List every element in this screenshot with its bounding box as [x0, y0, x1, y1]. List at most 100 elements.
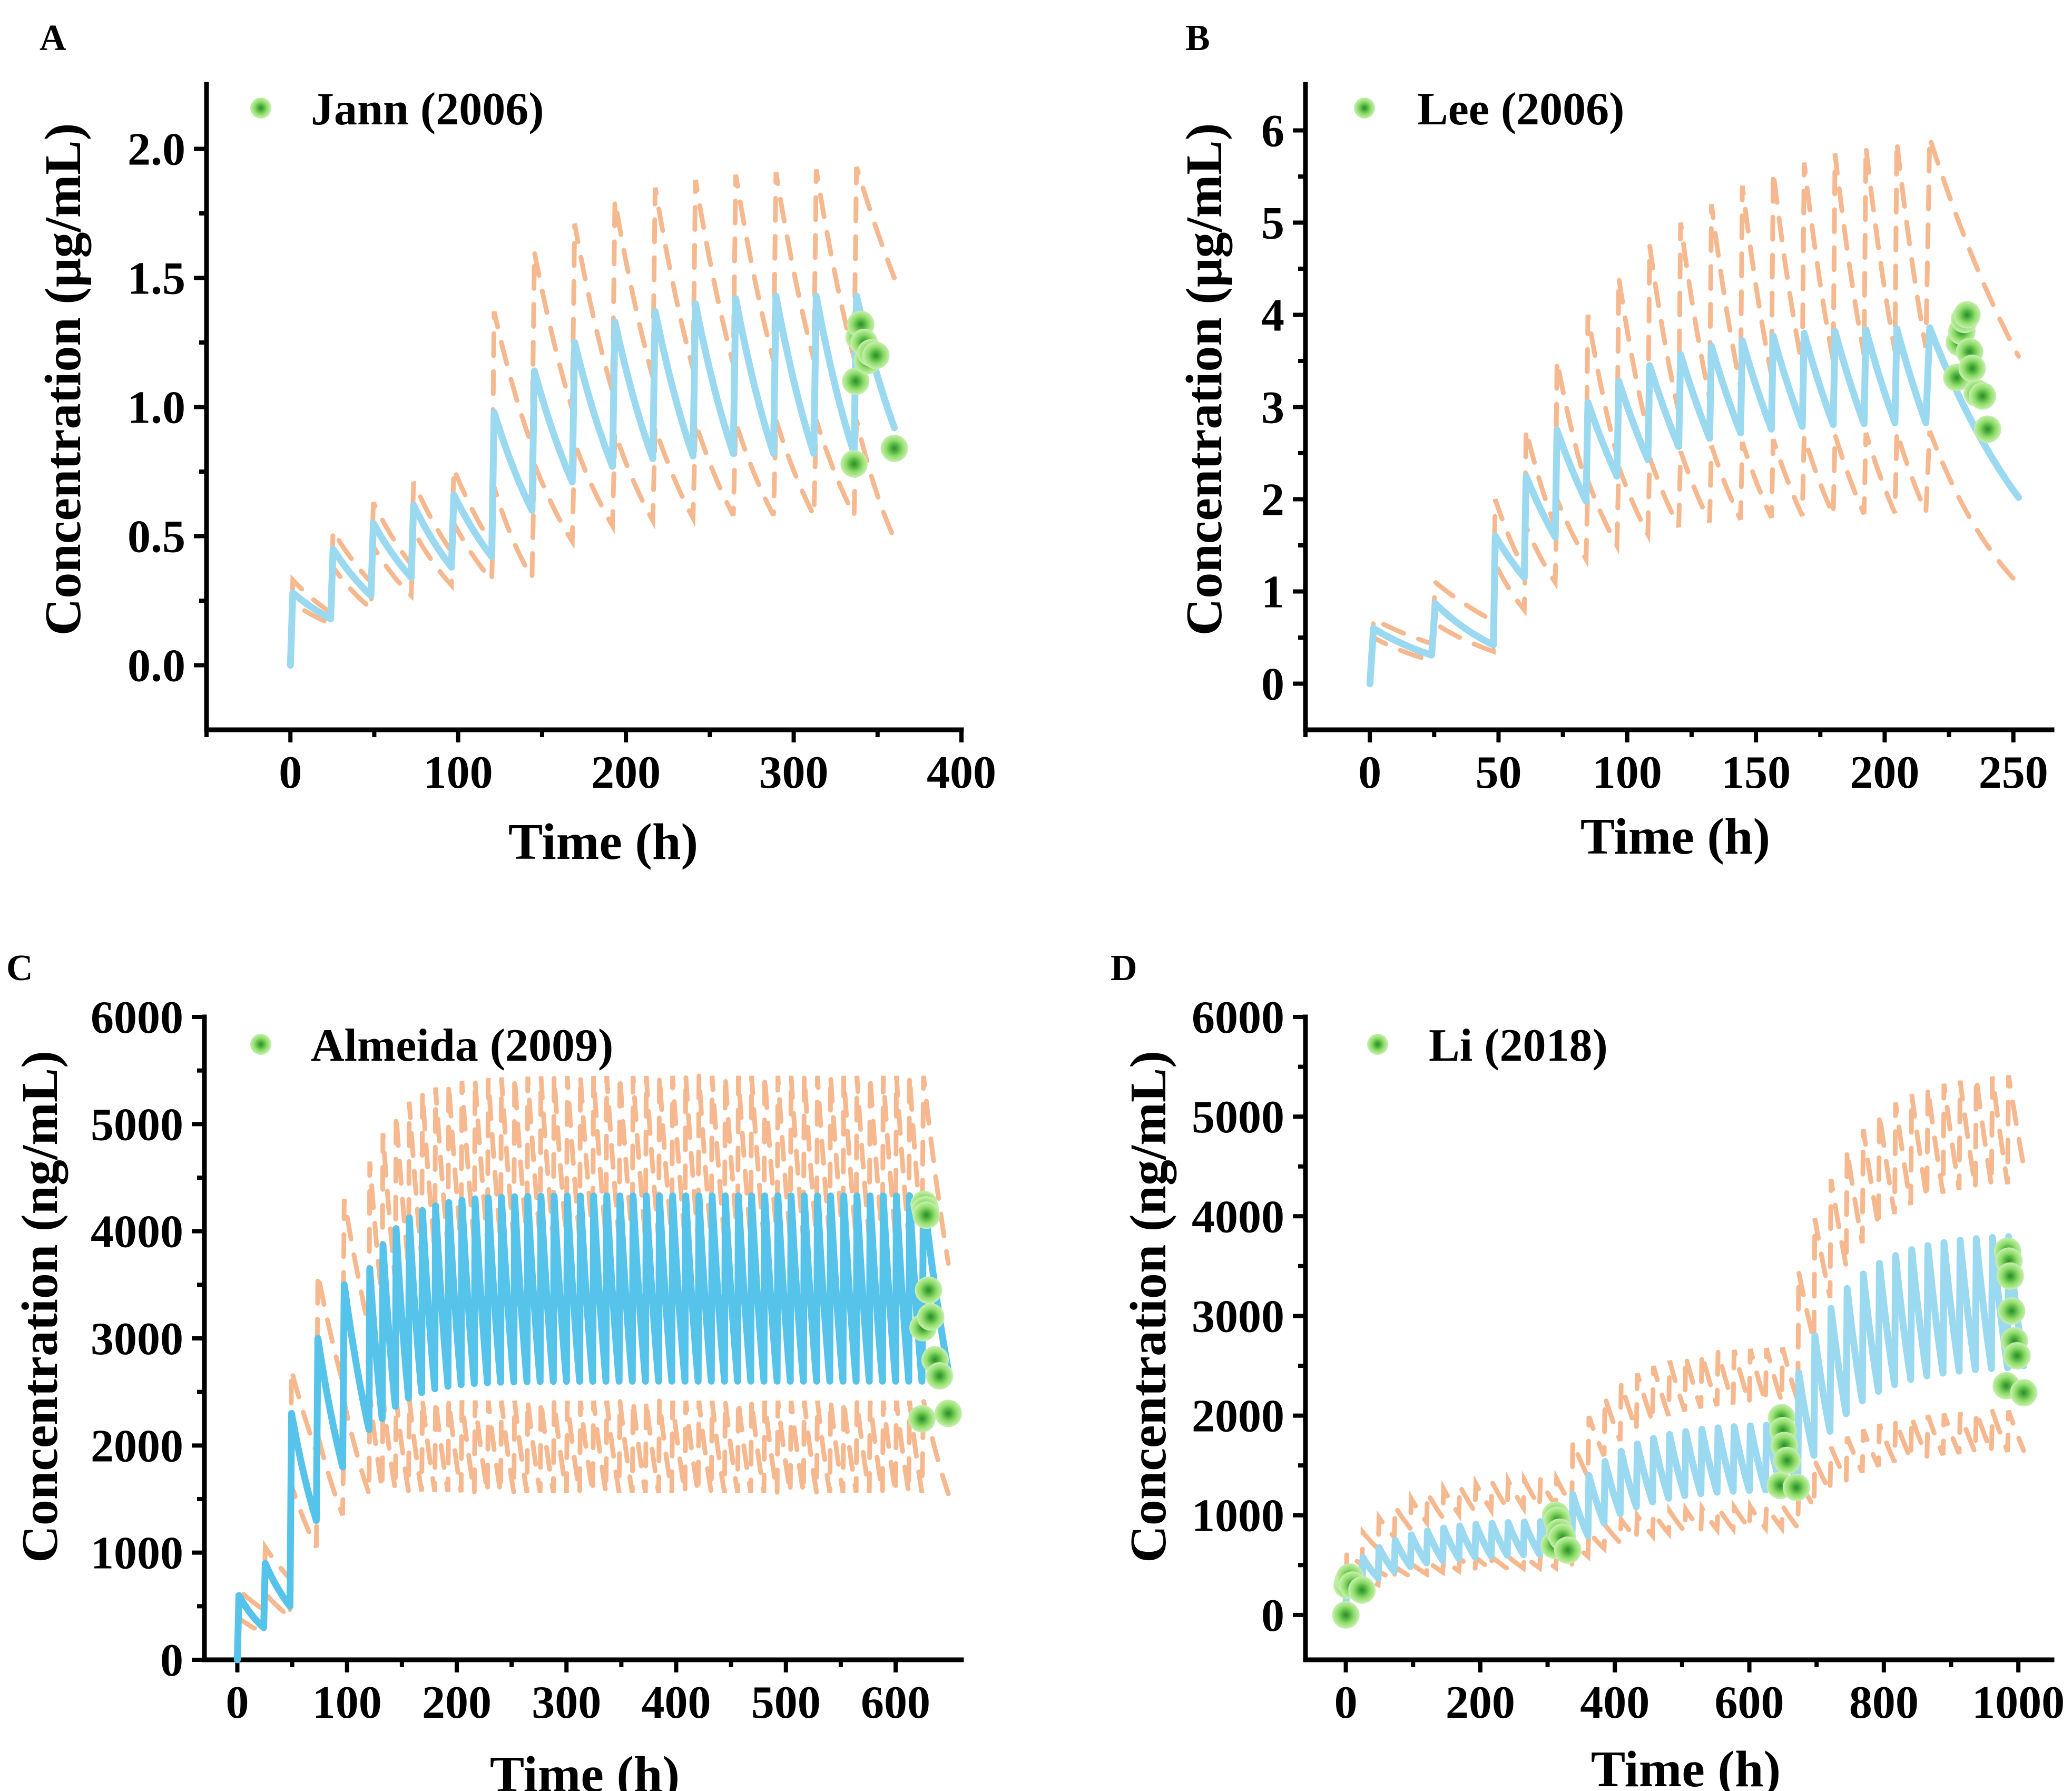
panel-letter-c: C	[6, 948, 33, 989]
panel-b: B 0 50 100 150 200 250 0 1 2 3 4 5 6 Concentration (…	[1176, 18, 2055, 865]
observed-point	[912, 1201, 940, 1229]
x-tick-label: 50	[1475, 747, 1521, 798]
x-tick-label: 500	[751, 1677, 821, 1728]
observed-point	[1554, 1536, 1582, 1564]
x-tick-label: 0	[1334, 1677, 1358, 1728]
y-axis-title: Concentration (μg/mL)	[1176, 123, 1233, 636]
median-line	[287, 292, 898, 669]
ci-lower-line	[1367, 430, 2021, 686]
observed-point	[1998, 1297, 2026, 1325]
ci-upper-line	[1343, 1074, 2026, 1618]
x-axis-title: Time (h)	[490, 1746, 680, 1791]
x-tick-label: 0	[225, 1677, 249, 1728]
panel-c-plot: 0 100 200 300 400 500 6000 1000 2000 3000 4000 5000…	[91, 992, 964, 1728]
y-tick-label: 0.5	[127, 512, 185, 563]
observed-point	[1973, 415, 2001, 443]
y-axis-title: Concentration (ng/mL)	[12, 1051, 68, 1563]
legend-label: Li (2018)	[1429, 1020, 1608, 1071]
y-tick-label: 3000	[1192, 1291, 1284, 1342]
ci-lower-line	[235, 1394, 951, 1662]
y-axis-title: Concentration (ng/mL)	[1120, 1051, 1177, 1563]
x-tick-label: 400	[927, 747, 996, 798]
x-axis-title: Time (h)	[508, 814, 698, 870]
y-tick-label: 2	[1261, 475, 1284, 526]
y-tick-label: 6	[1261, 106, 1284, 157]
panel-letter-b: B	[1185, 18, 1210, 58]
panel-d: D 0 200 400 600 800 1000 0 1000 2000 3000 4000 5000…	[1111, 948, 2065, 1791]
x-tick-label: 200	[1850, 747, 1919, 798]
median-line	[1366, 324, 2022, 687]
ci-lower-line	[1343, 1410, 2026, 1618]
observed-point	[1953, 301, 1981, 329]
x-tick-label: 600	[1715, 1677, 1784, 1728]
observed-point	[1348, 1576, 1376, 1604]
panel-letter-d: D	[1111, 948, 1137, 989]
panel-d-plot: 0 200 400 600 800 1000 0 1000 2000 3000 4000 5000 60…	[1192, 992, 2065, 1728]
legend-marker	[1367, 1034, 1388, 1055]
y-tick-label: 3000	[91, 1314, 183, 1365]
panel-b-plot: 0 50 100 150 200 250 0 1 2 3 4 5 6	[1261, 82, 2055, 798]
x-tick-label: 400	[1580, 1677, 1649, 1728]
x-tick-label: 400	[642, 1677, 711, 1728]
x-axis-title: Time (h)	[1580, 808, 1770, 865]
y-tick-label: 2000	[91, 1421, 183, 1472]
y-tick-label: 1000	[1192, 1491, 1284, 1542]
panel-a: A 0 100 200 300 400 0.0 0.5 1.0 1.5 2.0 Concentra…	[35, 18, 996, 870]
observed-point	[2010, 1379, 2038, 1407]
observed-point	[935, 1399, 963, 1427]
observed-point	[1969, 382, 1997, 410]
observed-point	[1782, 1473, 1810, 1501]
y-tick-label: 5000	[91, 1099, 183, 1150]
observed-point	[917, 1303, 945, 1331]
panel-c: C 0 100 200 300 400 500 6000 1000 2000 3000 4000 50…	[6, 948, 964, 1791]
x-tick-label: 0	[279, 747, 302, 798]
y-tick-label: 1	[1261, 567, 1284, 618]
observed-point	[908, 1405, 936, 1433]
x-tick-label: 800	[1849, 1677, 1919, 1728]
y-tick-label: 6000	[91, 992, 183, 1043]
x-tick-label: 200	[422, 1677, 492, 1728]
y-tick-label: 3	[1261, 383, 1284, 434]
median-line	[234, 1192, 952, 1663]
y-tick-label: 0	[1261, 1590, 1284, 1641]
observed-point	[840, 450, 868, 478]
y-tick-label: 1.5	[127, 253, 185, 305]
legend-marker	[250, 1034, 271, 1055]
x-tick-label: 300	[532, 1677, 601, 1728]
legend-label: Almeida (2009)	[311, 1020, 613, 1071]
y-tick-label: 1.0	[127, 383, 185, 434]
x-tick-label: 100	[312, 1677, 382, 1728]
observed-point	[915, 1276, 942, 1304]
y-tick-label: 0	[160, 1635, 183, 1686]
y-tick-label: 0.0	[127, 641, 185, 692]
x-tick-label: 150	[1721, 747, 1791, 798]
y-tick-label: 4000	[1192, 1191, 1284, 1242]
observed-point	[842, 367, 870, 395]
y-tick-label: 4000	[91, 1207, 183, 1258]
legend-marker	[250, 97, 271, 119]
observed-point	[1773, 1446, 1801, 1474]
y-tick-label: 1000	[91, 1528, 183, 1579]
y-tick-label: 2.0	[127, 124, 185, 175]
ci-upper-line	[288, 166, 897, 668]
observed-point	[862, 341, 890, 369]
y-tick-label: 5000	[1192, 1092, 1284, 1143]
observed-point	[1332, 1601, 1360, 1629]
x-tick-label: 300	[759, 747, 829, 798]
y-tick-label: 6000	[1192, 992, 1284, 1043]
observed-point	[880, 434, 908, 462]
x-tick-label: 200	[1446, 1677, 1515, 1728]
panel-letter-a: A	[40, 18, 66, 58]
x-tick-label: 100	[424, 747, 493, 798]
x-tick-label: 0	[1358, 747, 1381, 798]
y-tick-label: 4	[1261, 290, 1284, 341]
y-tick-label: 0	[1261, 659, 1284, 710]
x-tick-label: 200	[591, 747, 661, 798]
x-tick-label: 1000	[1972, 1677, 2065, 1728]
x-tick-label: 250	[1979, 747, 2048, 798]
observed-point	[2003, 1342, 2031, 1370]
y-axis-title: Concentration (μg/mL)	[35, 123, 92, 636]
ci-upper-line	[1367, 137, 2021, 686]
